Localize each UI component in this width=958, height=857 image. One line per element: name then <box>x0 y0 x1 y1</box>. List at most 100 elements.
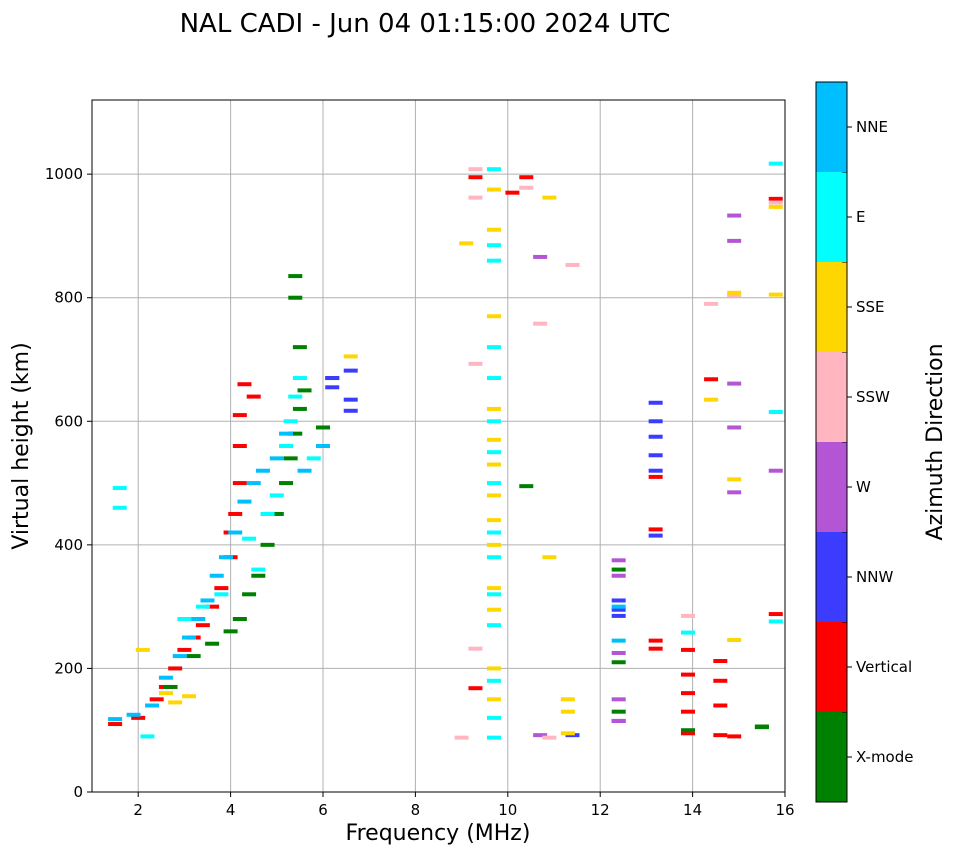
data-point-vertical <box>505 190 520 195</box>
data-point-e <box>486 376 501 381</box>
data-point-vertical <box>648 646 663 651</box>
data-point-e <box>486 555 501 560</box>
data-point-nne <box>209 573 224 578</box>
data-point-ssw <box>468 646 483 651</box>
data-point-vertical <box>228 511 243 516</box>
data-point-nne <box>237 499 252 504</box>
colorbar-tick-label: Vertical <box>856 658 912 676</box>
data-point-vertical <box>131 715 146 720</box>
colorbar-segment <box>816 712 847 802</box>
data-point-sse <box>486 518 501 523</box>
colorbar-frame <box>815 81 848 803</box>
data-point-w <box>727 381 742 386</box>
data-point-e <box>112 486 127 491</box>
data-point-nne <box>255 468 270 473</box>
data-point-vertical <box>713 659 728 664</box>
data-point-sse <box>168 700 183 705</box>
data-point-nne <box>158 675 173 680</box>
data-point-sse <box>486 314 501 319</box>
data-point-e <box>486 345 501 350</box>
colorbar-segment <box>816 532 847 622</box>
data-point-sse <box>486 227 501 232</box>
data-point-vertical <box>680 709 695 714</box>
data-point-w <box>533 254 548 259</box>
data-point-sse <box>727 638 742 643</box>
data-point-sse <box>486 493 501 498</box>
colorbar-label: Azimuth Direction <box>923 343 948 540</box>
data-point-vertical <box>232 444 247 448</box>
colorbar-tick-label: NNW <box>856 568 893 586</box>
data-point-sse <box>560 709 575 714</box>
data-point-e <box>768 161 783 166</box>
data-point-x-mode <box>754 724 769 729</box>
x-tick-label: 4 <box>226 801 236 819</box>
data-point-nnw <box>648 434 663 439</box>
data-point-nnw <box>648 453 663 458</box>
data-point-sse <box>486 697 501 702</box>
x-tick-label: 16 <box>775 801 794 819</box>
data-point-x-mode <box>242 592 257 597</box>
data-point-e <box>486 592 501 597</box>
colorbar: X-mode Vertical NNW W SSW SSE E NNE <box>815 81 913 803</box>
data-point-nnw <box>611 598 626 603</box>
data-point-x-mode <box>232 617 247 621</box>
data-point-nnw <box>648 533 663 538</box>
data-point-sse <box>486 437 501 442</box>
data-point-x-mode <box>288 295 303 300</box>
data-point-x-mode <box>260 542 275 547</box>
data-point-e <box>177 617 192 621</box>
data-point-w <box>611 558 626 563</box>
data-point-e <box>486 678 501 683</box>
data-point-w <box>611 650 626 655</box>
data-point-vertical <box>648 527 663 532</box>
data-point-vertical <box>177 647 192 652</box>
data-point-vertical <box>468 686 483 691</box>
data-point-nne <box>218 555 233 560</box>
data-point-sse <box>560 731 575 736</box>
data-point-e <box>486 167 501 172</box>
y-axis-ticks: 0 200 400 600 800 1000 <box>45 165 92 801</box>
data-point-x-mode <box>611 709 626 714</box>
data-point-nne <box>279 431 294 436</box>
data-point-vertical <box>713 703 728 708</box>
x-tick-label: 2 <box>133 801 143 819</box>
data-point-nnw <box>648 400 663 405</box>
data-point-nne <box>182 635 197 640</box>
colorbar-tick-label: W <box>856 478 871 496</box>
colorbar-segment <box>816 442 847 532</box>
data-point-vertical <box>680 731 695 736</box>
data-point-x-mode <box>205 641 220 646</box>
data-point-nne <box>126 712 141 717</box>
y-tick-label: 600 <box>54 412 83 430</box>
data-point-nne <box>172 654 187 659</box>
data-point-ssw <box>768 200 783 205</box>
data-point-e <box>680 630 695 635</box>
data-point-sse <box>486 542 501 547</box>
data-point-sse <box>704 397 719 402</box>
data-point-e <box>288 394 303 399</box>
data-point-x-mode <box>283 456 298 461</box>
data-point-w <box>533 733 548 738</box>
data-point-e <box>292 376 307 381</box>
data-point-nnw <box>343 408 358 413</box>
data-point-x-mode <box>297 388 312 393</box>
data-point-x-mode <box>519 484 534 489</box>
data-point-w <box>727 238 742 243</box>
data-point-x-mode <box>288 431 303 436</box>
data-point-e <box>283 419 298 424</box>
data-point-ssw <box>454 735 469 740</box>
data-point-nnw <box>325 376 340 381</box>
data-point-nne <box>191 617 206 621</box>
data-point-vertical <box>680 672 695 677</box>
data-point-e <box>242 536 257 541</box>
data-point-vertical <box>232 481 247 486</box>
data-point-sse <box>542 195 557 200</box>
y-tick-label: 400 <box>54 536 83 554</box>
data-point-sse <box>486 666 501 671</box>
data-point-vertical <box>680 647 695 652</box>
data-point-sse <box>182 694 197 699</box>
data-point-sse <box>486 607 501 612</box>
data-point-vertical <box>195 623 210 628</box>
data-point-ssw <box>704 301 719 306</box>
x-axis-label: Frequency (MHz) <box>346 821 531 846</box>
